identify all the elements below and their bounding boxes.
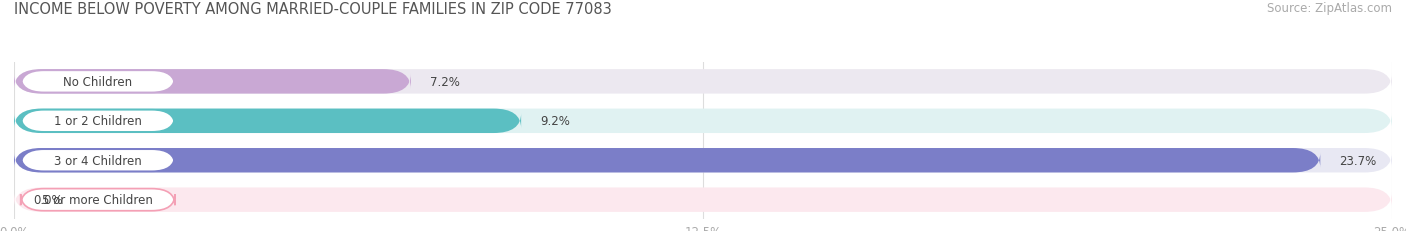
FancyBboxPatch shape (21, 71, 174, 93)
FancyBboxPatch shape (14, 70, 1392, 94)
Text: 1 or 2 Children: 1 or 2 Children (53, 115, 142, 128)
FancyBboxPatch shape (14, 148, 1392, 173)
Text: 3 or 4 Children: 3 or 4 Children (53, 154, 142, 167)
Text: 5 or more Children: 5 or more Children (42, 193, 153, 206)
FancyBboxPatch shape (14, 148, 1320, 173)
FancyBboxPatch shape (14, 109, 522, 134)
Text: No Children: No Children (63, 76, 132, 88)
Text: 0.0%: 0.0% (34, 193, 63, 206)
FancyBboxPatch shape (21, 189, 174, 211)
FancyBboxPatch shape (21, 149, 174, 172)
Text: INCOME BELOW POVERTY AMONG MARRIED-COUPLE FAMILIES IN ZIP CODE 77083: INCOME BELOW POVERTY AMONG MARRIED-COUPL… (14, 2, 612, 17)
Text: 7.2%: 7.2% (430, 76, 460, 88)
FancyBboxPatch shape (14, 70, 411, 94)
FancyBboxPatch shape (21, 110, 174, 132)
FancyBboxPatch shape (14, 188, 1392, 212)
FancyBboxPatch shape (14, 109, 1392, 134)
Text: 9.2%: 9.2% (540, 115, 571, 128)
Text: 23.7%: 23.7% (1340, 154, 1376, 167)
Text: Source: ZipAtlas.com: Source: ZipAtlas.com (1267, 2, 1392, 15)
